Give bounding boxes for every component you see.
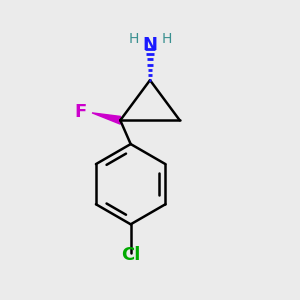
Text: Cl: Cl [121, 246, 140, 264]
Polygon shape [92, 113, 120, 124]
Text: N: N [142, 36, 158, 54]
Text: H: H [128, 32, 139, 46]
Text: H: H [161, 32, 172, 46]
Text: F: F [75, 103, 87, 121]
